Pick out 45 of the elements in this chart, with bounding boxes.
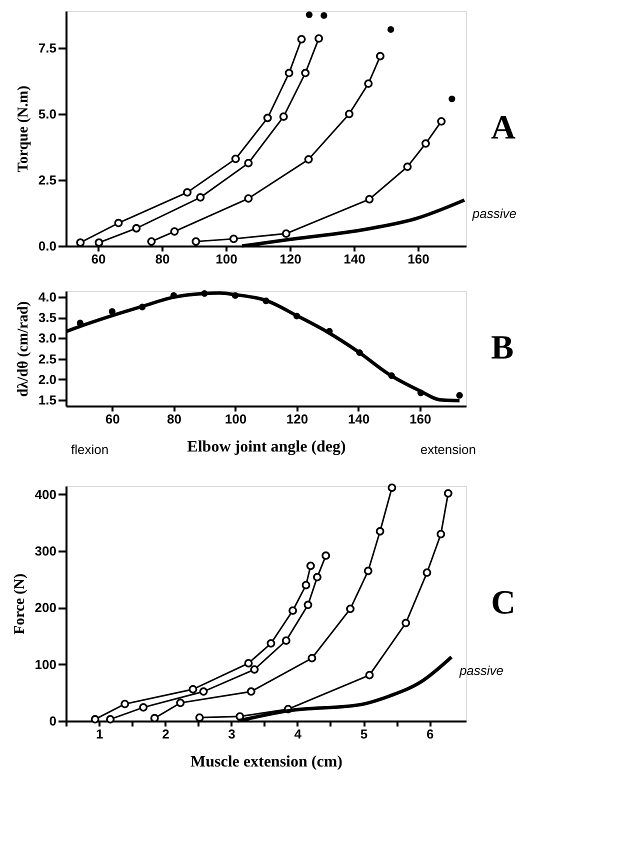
y-tick-label: 3.5 [38, 310, 56, 326]
x-tick-label: 120 [286, 412, 308, 426]
y-axis-title: dλ/dθ (cm/rad) [15, 301, 32, 397]
x-tick-label: 100 [216, 252, 238, 266]
y-axis-title: Torque (N.m) [15, 86, 32, 172]
y-tick-label: 3.0 [38, 330, 56, 346]
y-tick-label: 5.0 [38, 106, 56, 122]
y-tick-label: 4.0 [38, 290, 56, 305]
x-tick-label: 4 [294, 726, 302, 742]
x-tick-label: 160 [408, 252, 430, 266]
text: A [491, 110, 516, 146]
text: C [491, 584, 516, 622]
y-axis-title: Force (N) [12, 574, 28, 634]
x-axis-title: Elbow joint angle (deg) [187, 438, 346, 456]
y-tick-label: 300 [34, 544, 56, 559]
y-tick-label: 7.5 [38, 40, 56, 56]
y-tick-label: 1.5 [38, 392, 56, 408]
y-tick-label: 0 [49, 714, 56, 728]
x-tick-label: 140 [348, 412, 370, 426]
series-label: passive [458, 663, 504, 678]
y-tick-label: 100 [34, 656, 56, 672]
y-tick-label: 2.5 [38, 351, 56, 366]
text: B [491, 330, 514, 366]
x-tick-label: 5 [360, 726, 368, 742]
y-tick-label: 0.0 [38, 238, 56, 254]
y-tick-label: 2.0 [38, 372, 56, 387]
x-tick-label: 60 [105, 412, 120, 426]
text: flexion [71, 442, 109, 457]
x-tick-label: 100 [224, 412, 247, 426]
series-label: passive [471, 206, 516, 222]
x-tick-label: 120 [280, 252, 302, 266]
x-tick-label: 3 [228, 726, 236, 742]
x-tick-label: 2 [162, 726, 170, 742]
x-tick-label: 140 [344, 252, 366, 266]
text: extension [420, 442, 476, 457]
x-tick-label: 160 [409, 412, 432, 426]
x-tick-label: 1 [96, 726, 104, 742]
x-axis-title: Muscle extension (cm) [190, 754, 342, 770]
y-tick-label: 200 [34, 600, 56, 616]
x-tick-label: 60 [91, 252, 106, 266]
x-tick-label: 80 [155, 252, 170, 266]
x-tick-label: 6 [426, 726, 434, 742]
y-tick-label: 2.5 [38, 172, 56, 188]
x-tick-label: 80 [166, 412, 182, 426]
y-tick-label: 400 [34, 486, 56, 502]
